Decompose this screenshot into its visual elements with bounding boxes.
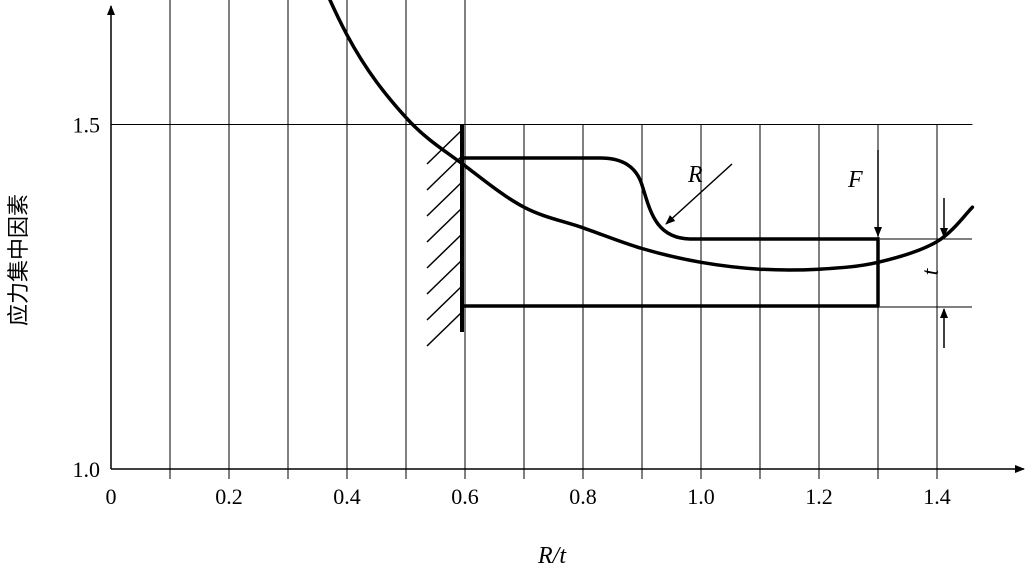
x-tick-label: 0.8	[569, 484, 597, 509]
inset-diagram: R F t	[426, 124, 972, 348]
thickness-label: t	[918, 267, 944, 275]
y-axis-label: 应力集中因素	[7, 194, 32, 326]
y-tick-label: 1.0	[73, 457, 101, 482]
radius-arrow	[665, 163, 733, 225]
y-tick-label: 1.5	[73, 113, 101, 138]
wall-hatching	[426, 129, 463, 347]
force-label: F	[847, 167, 863, 193]
radius-label: R	[687, 162, 703, 188]
x-tick-label: 1.0	[687, 484, 715, 509]
hatch-line	[426, 129, 463, 165]
x-tick-label: 0	[106, 484, 117, 509]
hatch-line	[426, 155, 463, 191]
hatch-line	[426, 311, 463, 347]
x-tick-label: 1.2	[805, 484, 833, 509]
tick-labels: 00.20.40.60.81.01.21.41.01.52.02.53.0	[73, 113, 951, 510]
hatch-line	[426, 285, 463, 321]
hatch-line	[426, 233, 463, 269]
x-tick-label: 0.2	[215, 484, 243, 509]
axes	[107, 5, 1025, 473]
hatch-line	[426, 259, 463, 295]
hatch-line	[426, 207, 463, 243]
series-layer	[328, 0, 975, 272]
hatch-line	[426, 181, 463, 217]
bar-outline	[462, 156, 880, 308]
x-tick-label: 0.4	[333, 484, 361, 509]
series-line	[328, 0, 975, 272]
x-axis-label: R/t	[537, 543, 567, 569]
x-tick-label: 1.4	[923, 484, 951, 509]
x-tick-label: 0.6	[451, 484, 479, 509]
